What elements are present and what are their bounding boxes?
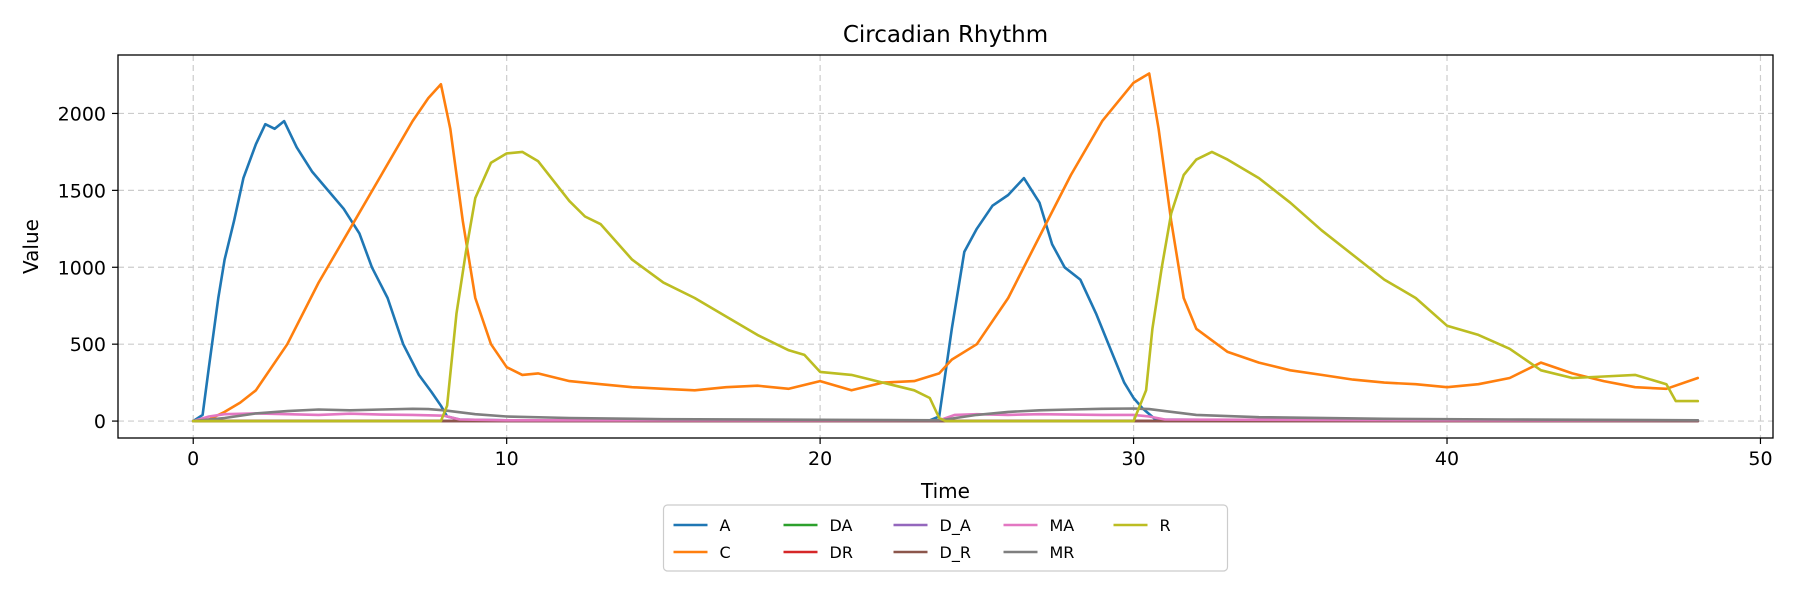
y-tick-label: 2000 <box>58 103 106 125</box>
legend-item: R <box>1113 516 1171 535</box>
chart-title: Circadian Rhythm <box>843 22 1048 48</box>
y-tick-label: 1000 <box>58 257 106 279</box>
legend-label: C <box>720 543 731 562</box>
series-line-a <box>191 119 1700 423</box>
legend-label: DA <box>830 516 853 535</box>
x-axis-label: Time <box>920 479 970 503</box>
legend-label: D_R <box>940 543 971 563</box>
plot-frame <box>117 54 1774 439</box>
legend-label: D_A <box>940 516 971 536</box>
legend-item: A <box>673 516 731 535</box>
legend-label: R <box>1160 516 1171 535</box>
legend-item: MR <box>1003 543 1075 562</box>
series-line-r <box>191 150 1700 423</box>
series-line-mr <box>191 407 1700 423</box>
legend-item: D_A <box>893 516 971 536</box>
x-tick-label: 10 <box>495 448 519 470</box>
legend-label: A <box>720 516 731 535</box>
x-tick-label: 40 <box>1435 448 1459 470</box>
legend-item: C <box>673 543 731 562</box>
x-tick-label: 30 <box>1121 448 1145 470</box>
legend-label: MA <box>1050 516 1075 535</box>
legend-frame <box>662 504 1229 572</box>
series-line-c <box>191 72 1700 423</box>
y-tick-label: 1500 <box>58 180 106 202</box>
y-tick-label: 500 <box>70 334 106 356</box>
legend-item: D_R <box>893 543 971 563</box>
y-axis-label: Value <box>19 219 43 274</box>
legend: AC DA DR D_A D_R MA MR R <box>662 504 1229 572</box>
legend-label: DR <box>830 543 853 562</box>
y-tick-label: 0 <box>94 411 106 433</box>
x-tick-label: 50 <box>1748 448 1772 470</box>
x-tick-label: 0 <box>187 448 199 470</box>
legend-item: DA <box>783 516 853 535</box>
legend-item: DR <box>783 543 853 562</box>
legend-item: MA <box>1003 516 1075 535</box>
legend-label: MR <box>1050 543 1075 562</box>
x-tick-label: 20 <box>808 448 832 470</box>
series-layer <box>191 72 1700 423</box>
